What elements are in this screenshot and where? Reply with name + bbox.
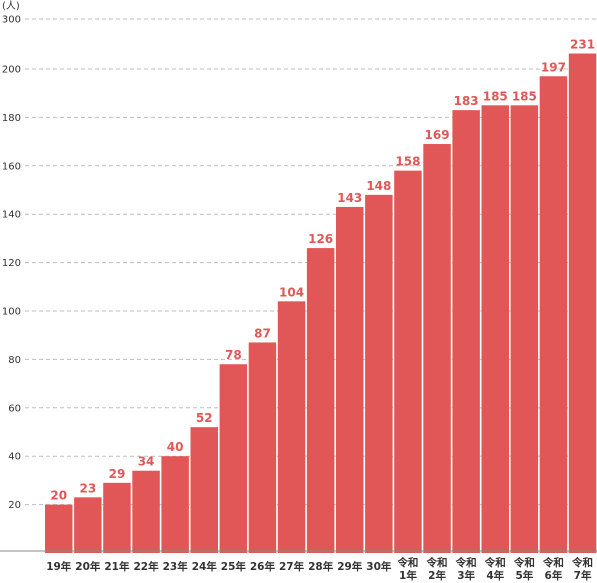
bar: [568, 53, 597, 553]
x-tick-label: 22年: [133, 560, 159, 573]
data-label: 104: [279, 285, 304, 299]
x-tick-label: 23年: [163, 560, 189, 573]
data-label: 29: [109, 467, 126, 481]
bar: [394, 170, 422, 553]
y-tick-label: 80: [8, 355, 21, 366]
x-tick-label: 令和 6年: [542, 556, 564, 582]
data-label: 40: [167, 440, 184, 454]
bar: [539, 76, 568, 553]
bar: [132, 470, 160, 553]
data-label: 87: [254, 326, 271, 340]
x-tick-label: 令和 4年: [484, 556, 506, 582]
bar: [365, 194, 393, 553]
data-label: 148: [366, 179, 391, 193]
x-tick-label: 令和 1年: [396, 556, 418, 582]
bar: [161, 456, 189, 553]
y-tick-label: 100: [2, 307, 21, 318]
data-label: 197: [541, 60, 566, 74]
y-axis-unit-label: (人): [2, 0, 20, 12]
data-label: 183: [454, 94, 479, 108]
x-tick-label: 25年: [221, 560, 247, 573]
bar: [190, 427, 218, 553]
x-tick-label: 29年: [337, 560, 363, 573]
x-tick-label: 21年: [104, 560, 130, 573]
x-tick-label: 30年: [366, 560, 392, 573]
bar: [45, 504, 73, 553]
x-tick-label: 令和 2年: [426, 556, 448, 582]
x-tick-label: 19年: [46, 560, 72, 573]
x-tick-label: 26年: [250, 560, 276, 573]
x-tick-label: 令和 5年: [513, 556, 535, 582]
y-tick-label: 160: [2, 161, 21, 172]
bar: [74, 497, 102, 553]
x-tick-label: 24年: [192, 560, 218, 573]
bar: [219, 364, 248, 553]
data-label: 158: [395, 155, 420, 169]
x-axis-labels: 19年 20年 21年 22年 23年 24年 25年 26年 27年 28年 29年 30年 令和 1年…: [46, 556, 593, 582]
y-tick-label: 140: [2, 210, 21, 221]
data-label: 20: [50, 489, 67, 503]
bar: [277, 301, 306, 553]
bar: [481, 105, 509, 554]
data-label: 169: [425, 128, 450, 142]
y-tick-label: 200: [2, 65, 21, 76]
data-label: 231: [570, 38, 595, 52]
x-tick-label: 27年: [279, 560, 305, 573]
data-label: 185: [512, 89, 537, 103]
x-tick-label: 28年: [308, 560, 334, 573]
bar: [103, 482, 131, 553]
y-axis-ticks: 20 40 60 80 100 120 140 160 180 200 300: [2, 15, 21, 512]
bar: [452, 110, 480, 553]
y-tick-label: 180: [2, 113, 21, 124]
data-label: 78: [225, 348, 242, 362]
y-tick-label: 40: [8, 452, 21, 463]
data-label: 52: [196, 411, 213, 425]
y-tick-label: 60: [8, 403, 21, 414]
data-label: 143: [337, 191, 362, 205]
data-label: 34: [138, 455, 155, 469]
bar: [248, 342, 277, 553]
y-tick-label: 300: [2, 15, 21, 26]
x-tick-label: 令和 7年: [571, 556, 593, 582]
bar: [306, 248, 335, 553]
bar: [423, 144, 451, 553]
y-tick-label: 120: [2, 258, 21, 269]
data-label: 185: [483, 89, 508, 103]
data-labels: 20 23 29 34 40 52 78 87 104 126 143 148 158 169 183 185…: [50, 38, 595, 503]
x-tick-label: 20年: [75, 560, 101, 573]
data-label: 126: [308, 232, 333, 246]
data-label: 23: [79, 481, 96, 495]
bar: [510, 105, 539, 554]
x-tick-label: 令和 3年: [455, 556, 477, 582]
y-tick-label: 20: [8, 500, 21, 511]
bars: [45, 53, 597, 554]
bar: [336, 206, 364, 553]
